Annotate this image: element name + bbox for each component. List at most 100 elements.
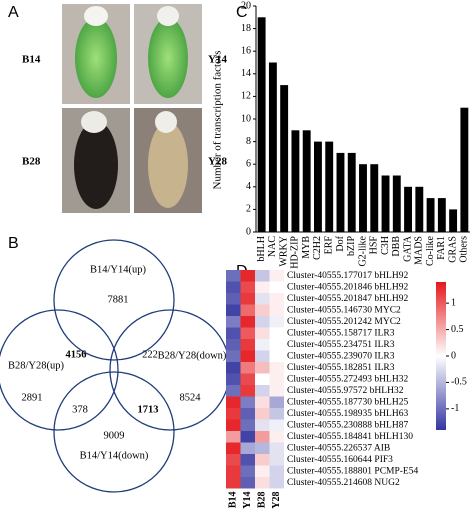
x-tick-label: MADS xyxy=(414,236,425,265)
bar xyxy=(280,85,289,232)
y-tick-label: 18 xyxy=(241,23,251,34)
photo-label: Y14 xyxy=(208,54,227,66)
heat-cell xyxy=(269,281,284,293)
heat-cell xyxy=(269,477,284,489)
bar xyxy=(257,17,266,232)
heat-cell xyxy=(240,281,255,293)
venn-circle xyxy=(53,371,175,493)
heat-cell xyxy=(240,362,255,374)
bar xyxy=(268,62,277,232)
photo-label: B14 xyxy=(22,54,41,66)
venn-set: B28/Y28(up) xyxy=(8,360,65,371)
row-label: Cluster-40555.184841 bHLH130 xyxy=(287,432,413,442)
photo-label: Y28 xyxy=(208,156,227,168)
heat-cell xyxy=(226,419,241,431)
heat-cell xyxy=(240,350,255,362)
colorbar-tick-label: 1 xyxy=(451,297,456,308)
heat-cell xyxy=(226,281,241,293)
heat-cell xyxy=(269,408,284,420)
heat-cell xyxy=(255,385,270,397)
bar xyxy=(381,175,390,232)
heat-cell xyxy=(226,408,241,420)
bar xyxy=(370,164,379,232)
heat-cell xyxy=(255,419,270,431)
heat-cell xyxy=(240,304,255,316)
row-label: Cluster-40555.97572 bHLH32 xyxy=(287,386,404,396)
heat-cell xyxy=(240,454,255,466)
heat-cell xyxy=(269,385,284,397)
x-tick-label: FAR1 xyxy=(436,236,447,260)
heat-cell xyxy=(226,442,241,454)
venn-count: 8524 xyxy=(180,392,202,403)
panel-label: A xyxy=(8,4,19,21)
bar xyxy=(302,130,311,232)
x-tick-label: DBB xyxy=(391,236,402,257)
heat-cell xyxy=(269,350,284,362)
seed xyxy=(75,18,117,98)
x-tick-label: C2H2 xyxy=(312,236,323,260)
heat-cell xyxy=(240,465,255,477)
row-label: Cluster-40555.198935 bHLH63 xyxy=(287,409,408,419)
heat-cell xyxy=(269,373,284,385)
row-label: Cluster-40555.158717 ILR3 xyxy=(287,328,395,338)
row-label: Cluster-40555.239070 ILR3 xyxy=(287,351,395,361)
venn-set: B28/Y28(down) xyxy=(158,350,227,361)
row-label: Cluster-40555.272493 bHLH32 xyxy=(287,374,408,384)
venn-count: 1713 xyxy=(138,404,159,415)
bar xyxy=(336,152,345,232)
seed-tip xyxy=(81,111,107,133)
heat-cell xyxy=(255,431,270,443)
venn-count: 7881 xyxy=(108,294,129,305)
x-tick-label: GATA xyxy=(402,235,413,262)
heat-cell xyxy=(226,454,241,466)
bar xyxy=(325,141,334,232)
x-tick-label: bHLH xyxy=(256,236,267,262)
heat-cell xyxy=(240,316,255,328)
heat-cell xyxy=(226,465,241,477)
venn-set: B14/Y14(down) xyxy=(80,450,149,461)
row-label: Cluster-40555.201242 MYC2 xyxy=(287,317,401,327)
heat-cell xyxy=(226,327,241,339)
heat-cell xyxy=(255,350,270,362)
heat-cell xyxy=(240,396,255,408)
heat-cell xyxy=(255,442,270,454)
heat-cell xyxy=(255,477,270,489)
heat-cell xyxy=(255,339,270,351)
venn-count: 9009 xyxy=(104,430,125,441)
heat-cell xyxy=(255,408,270,420)
heat-cell xyxy=(240,442,255,454)
x-tick-label: Dof xyxy=(335,235,346,251)
heat-cell xyxy=(269,293,284,305)
x-tick-label: HD-ZIP xyxy=(290,236,301,269)
venn-circle xyxy=(0,309,119,431)
heat-cell xyxy=(255,454,270,466)
heat-cell xyxy=(269,362,284,374)
heat-cell xyxy=(269,270,284,282)
row-label: Cluster-40555.201847 bHLH92 xyxy=(287,294,408,304)
y-axis-label: Number of transcription factors xyxy=(212,51,224,190)
colorbar-tick-label: 0.5 xyxy=(451,324,464,335)
heat-cell xyxy=(255,362,270,374)
y-tick-label: 4 xyxy=(246,181,251,192)
row-label: Cluster-40555.214608 NUG2 xyxy=(287,478,400,488)
heat-cell xyxy=(226,385,241,397)
heat-cell xyxy=(269,339,284,351)
x-tick-label: HSF xyxy=(369,236,380,255)
y-tick-label: 0 xyxy=(246,226,251,237)
bar xyxy=(359,164,367,232)
seed xyxy=(74,121,118,209)
heat-cell xyxy=(269,442,284,454)
heat-cell xyxy=(255,316,270,328)
heat-cell xyxy=(240,293,255,305)
bar xyxy=(415,186,424,232)
colorbar-tick-label: -0.5 xyxy=(451,377,467,388)
heat-cell xyxy=(226,270,241,282)
bar xyxy=(426,198,435,232)
venn-count: 2891 xyxy=(22,392,43,403)
heat-cell xyxy=(240,477,255,489)
row-label: Cluster-40555.230888 bHLH87 xyxy=(287,420,408,430)
y-tick-label: 16 xyxy=(241,45,251,56)
heat-cell xyxy=(226,293,241,305)
y-tick-label: 20 xyxy=(241,0,251,11)
photo-label: B28 xyxy=(22,156,41,168)
